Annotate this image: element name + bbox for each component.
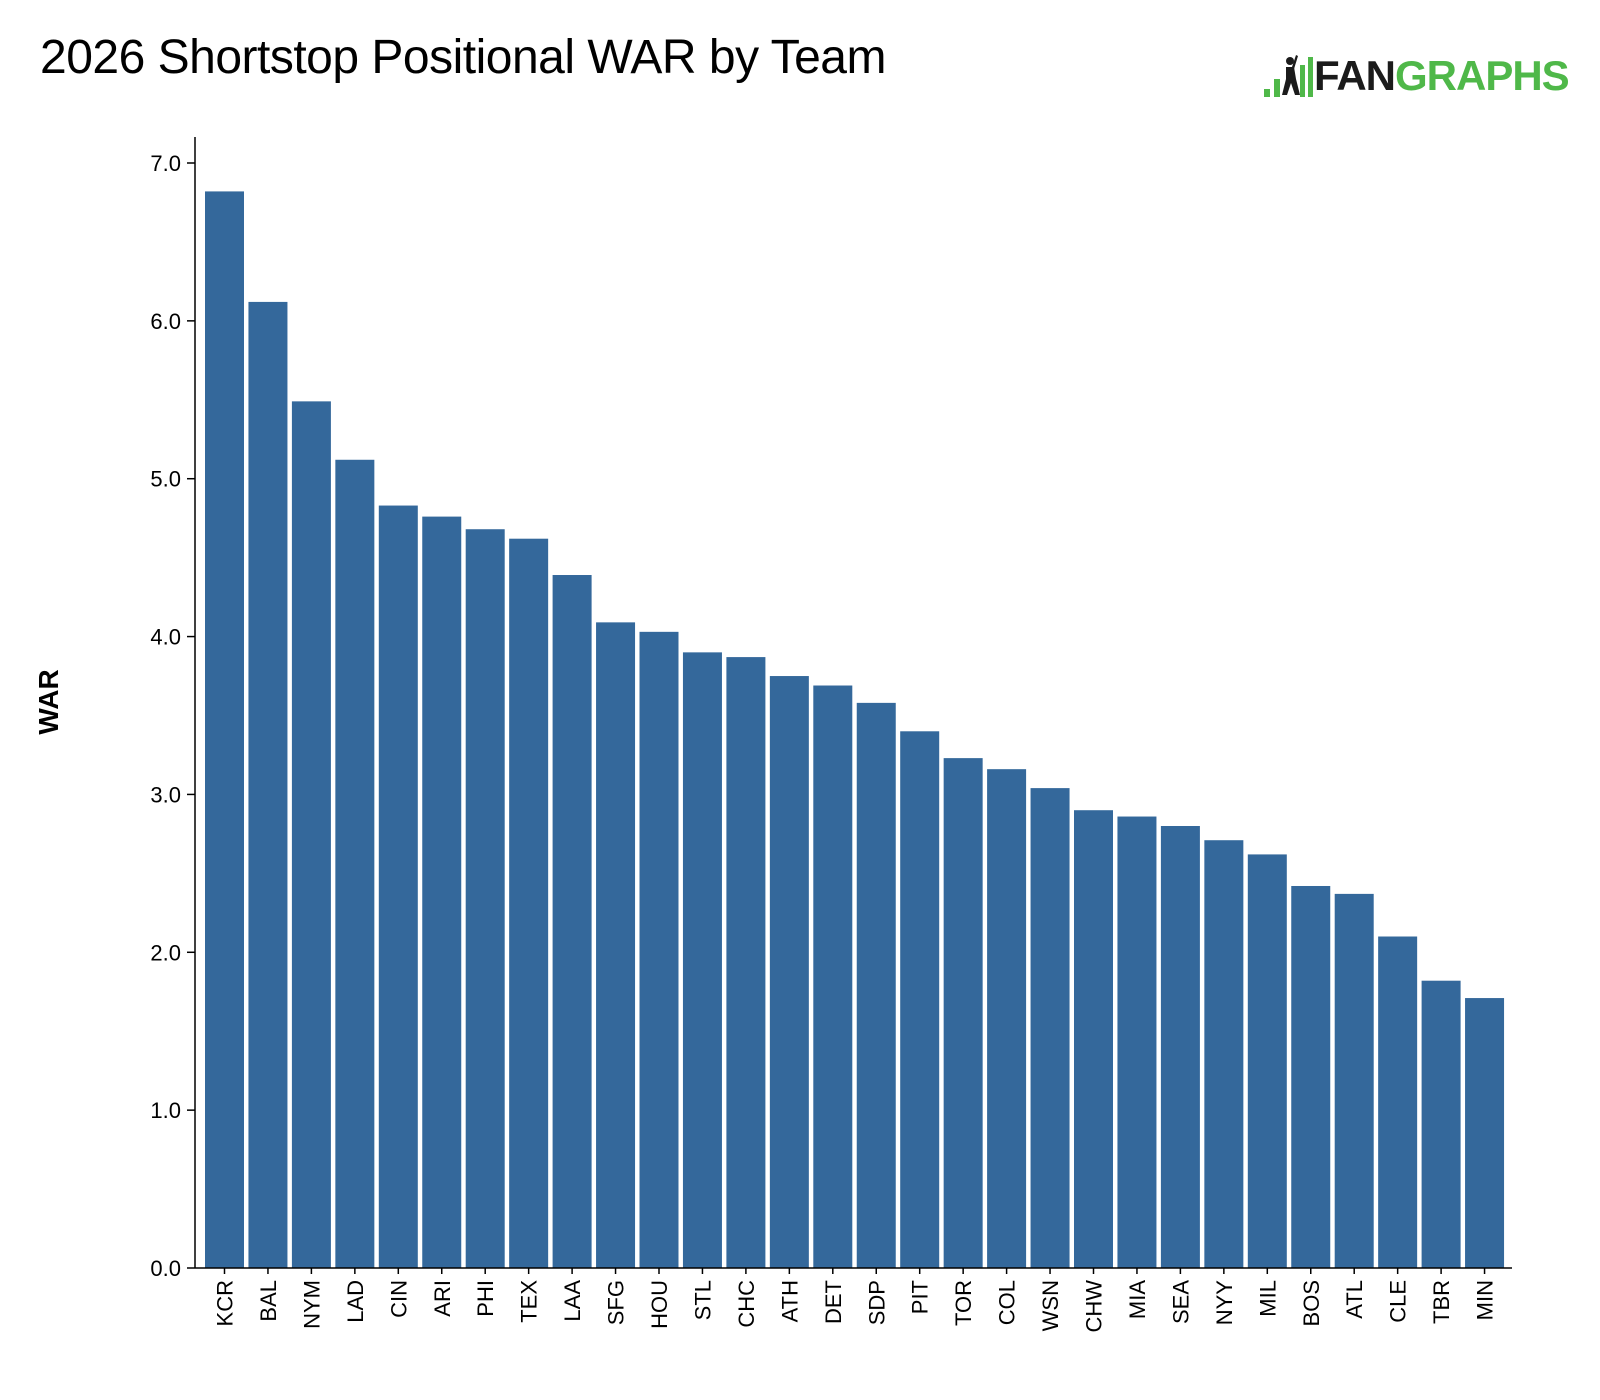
bar-sea (1160, 826, 1200, 1268)
bar-chc (726, 657, 766, 1268)
bar-nyy (1204, 840, 1244, 1268)
bar-col (987, 769, 1027, 1268)
x-tick-label: BAL (256, 1280, 281, 1322)
x-tick-label: STL (690, 1280, 715, 1320)
x-tick-label: ARI (430, 1280, 455, 1317)
y-tick-label: 0.0 (150, 1256, 181, 1281)
x-tick-label: HOU (647, 1280, 672, 1329)
logo-text-fan: FAN (1314, 52, 1396, 99)
y-tick-label: 6.0 (150, 309, 181, 334)
bar-lad (335, 459, 375, 1268)
x-tick-label: ATH (777, 1280, 802, 1322)
bar-chw (1074, 810, 1113, 1268)
x-tick-label: BOS (1299, 1280, 1324, 1326)
x-tick-label: LAD (343, 1280, 368, 1323)
bar-tex (509, 538, 549, 1268)
bars (205, 191, 1505, 1268)
x-tick-label: SEA (1168, 1280, 1193, 1324)
y-tick-label: 4.0 (150, 625, 181, 650)
y-axis-ticks: 0.0 1.0 2.0 3.0 4.0 5.0 6.0 7.0 (150, 151, 195, 1281)
x-tick-label: NYM (299, 1280, 324, 1329)
bar-det (813, 685, 853, 1268)
y-tick-label: 7.0 (150, 151, 181, 176)
x-tick-label: CLE (1386, 1280, 1411, 1323)
bar-hou (639, 631, 679, 1268)
x-tick-label: CIN (386, 1280, 411, 1318)
bar-stl (682, 652, 722, 1268)
x-tick-label: KCR (213, 1280, 238, 1326)
chart-title: 2026 Shortstop Positional WAR by Team (40, 31, 886, 84)
x-tick-label: NYY (1212, 1280, 1237, 1326)
x-tick-label: DET (821, 1280, 846, 1324)
x-tick-label: ATL (1342, 1280, 1367, 1319)
bar-laa (552, 575, 592, 1268)
bar-cle (1378, 936, 1418, 1268)
x-tick-label: CHW (1082, 1280, 1107, 1333)
bar-min (1465, 998, 1505, 1268)
bar-sdp (856, 702, 896, 1268)
bar-ari (422, 516, 462, 1268)
bar-mia (1117, 816, 1157, 1268)
y-axis-title: WAR (33, 669, 64, 734)
x-tick-label: MIA (1125, 1280, 1150, 1319)
x-tick-label: TOR (951, 1280, 976, 1326)
x-tick-label: SDP (864, 1280, 889, 1325)
x-tick-label: CHC (734, 1280, 759, 1328)
x-tick-label: LAA (560, 1280, 585, 1322)
x-axis-labels: KCR BAL NYM LAD CIN ARI PHI TEX LAA SFG HOU STL CHC A… (213, 1268, 1498, 1333)
x-tick-label: PHI (473, 1280, 498, 1317)
x-tick-label: WSN (1038, 1280, 1063, 1331)
logo-text-graphs: GRAPHS (1395, 52, 1570, 99)
y-tick-label: 3.0 (150, 782, 181, 807)
bar-mil (1247, 854, 1287, 1268)
bar-nym (291, 401, 331, 1268)
x-tick-label: SFG (604, 1280, 629, 1325)
bar-wsn (1030, 788, 1070, 1268)
x-tick-label: PIT (908, 1280, 933, 1314)
x-tick-label: TEX (517, 1280, 542, 1323)
x-tick-label: MIL (1255, 1280, 1280, 1317)
fangraphs-logo: FANGRAPHS (1262, 52, 1570, 100)
y-tick-label: 2.0 (150, 940, 181, 965)
y-tick-label: 1.0 (150, 1098, 181, 1123)
bar-ath (769, 676, 809, 1268)
bar-phi (465, 529, 505, 1268)
bar-kcr (205, 191, 244, 1268)
batter-bars-icon (1264, 55, 1313, 97)
bar-bal (248, 301, 288, 1268)
bar-atl (1334, 893, 1374, 1268)
bar-bos (1291, 885, 1331, 1268)
y-tick-label: 5.0 (150, 467, 181, 492)
bar-pit (900, 731, 940, 1268)
x-tick-label: MIN (1473, 1280, 1498, 1320)
x-tick-label: TBR (1429, 1280, 1454, 1324)
bar-sfg (596, 622, 636, 1268)
bar-cin (378, 505, 418, 1268)
x-tick-label: COL (995, 1280, 1020, 1325)
bar-tor (943, 758, 983, 1268)
bar-tbr (1421, 980, 1461, 1268)
